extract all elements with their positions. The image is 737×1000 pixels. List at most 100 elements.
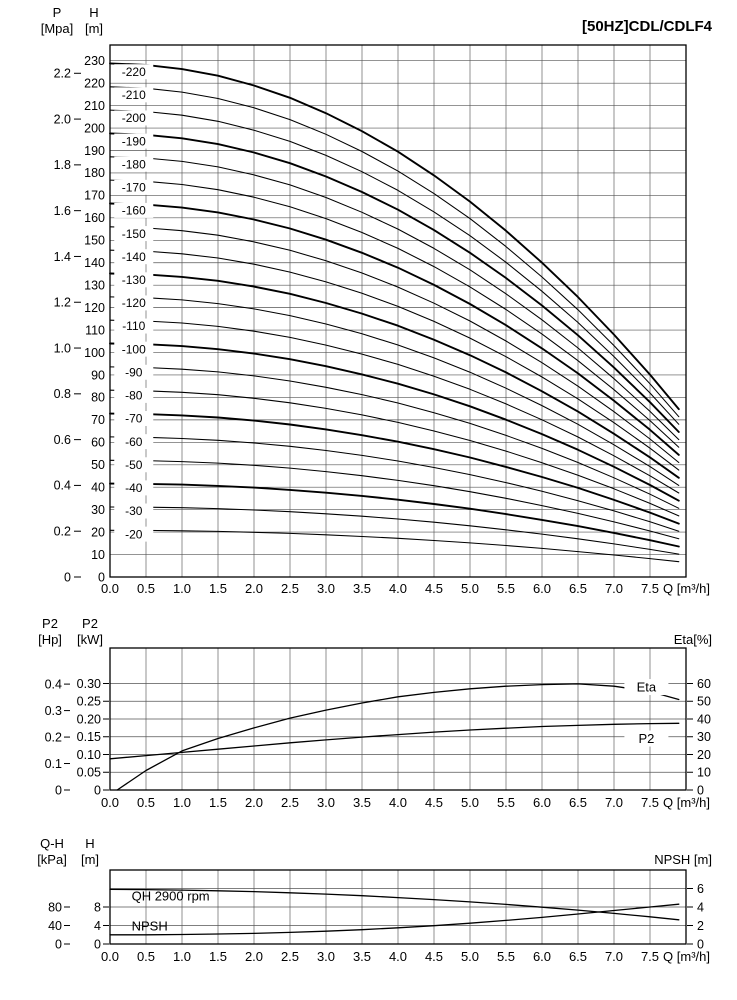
x-tick-label: 1.5: [209, 581, 227, 596]
axis-tick-label: 210: [84, 99, 105, 113]
x-tick-label: 5.0: [461, 795, 479, 810]
curve--20: [109, 529, 680, 563]
hp-axis-title: P2: [42, 616, 58, 631]
curve-label-bg: [114, 295, 154, 311]
curve-QH-2900-rpm: [109, 888, 680, 921]
series-label: P2: [638, 731, 654, 746]
x-tick-label: 7.5: [641, 795, 659, 810]
x-tick-label: 3.0: [317, 795, 335, 810]
axis-tick-label: 0.15: [77, 730, 101, 744]
x-tick-label: 4.5: [425, 581, 443, 596]
axis-tick-label: 10: [697, 766, 711, 780]
main-plot-group: 0 10 20 30 40 50 60 70 80 90 100 110 120 130 140 150 160…: [54, 44, 687, 596]
curve-label: -120: [122, 296, 146, 310]
axis-tick-label: 40: [91, 481, 105, 495]
x-tick-label: 5.0: [461, 581, 479, 596]
axis-tick-label: 0.05: [77, 766, 101, 780]
axis-tick-label: 140: [84, 256, 105, 270]
x-tick-label: 5.0: [461, 949, 479, 964]
curve--100: [109, 342, 680, 502]
x-tick-label: 6.5: [569, 795, 587, 810]
curve-label: -160: [122, 204, 146, 218]
curve--40: [109, 482, 680, 548]
x-tick-label: 1.5: [209, 795, 227, 810]
curve-label-bg: [114, 133, 154, 149]
curve-label: -50: [125, 458, 143, 472]
curve--120: [109, 296, 680, 486]
x-tick-label: 1.0: [173, 581, 191, 596]
axis-tick-label: 200: [84, 121, 105, 135]
axis-tick-label: 160: [84, 211, 105, 225]
axis-tick-label: 0.2: [45, 730, 62, 744]
axis-tick-label: 30: [91, 503, 105, 517]
curve-label-bg: [114, 364, 154, 380]
axis-tick-label: 90: [91, 368, 105, 382]
series-label: Eta: [637, 680, 657, 695]
axis-tick-label: 2: [697, 919, 704, 933]
x-tick-label: 3.5: [353, 581, 371, 596]
curve-label: -200: [122, 111, 146, 125]
axis-tick-label: 0: [94, 937, 101, 951]
q-axis-label: Q [m³/h]: [663, 795, 710, 810]
curve-label-bg: [114, 64, 154, 80]
axis-tick-label: 170: [84, 189, 105, 203]
curve--90: [109, 366, 680, 509]
curve--30: [109, 506, 680, 555]
axis-tick-label: 0: [55, 783, 62, 797]
curve-label-bg: [114, 226, 154, 242]
x-tick-label: 0.0: [101, 949, 119, 964]
axis-tick-label: 20: [697, 748, 711, 762]
pump-performance-sheet: P [Mpa] H [m] [50HZ]CDL/CDLF4 Q [m³/h] 0…: [37, 5, 712, 964]
x-tick-label: 2.5: [281, 949, 299, 964]
q-axis-label: Q [m³/h]: [663, 949, 710, 964]
axis-tick-label: 130: [84, 278, 105, 292]
curve-label: -60: [125, 435, 143, 449]
power-eta-chart: P2 [Hp] P2 [kW] Eta[%] Q [m³/h] 00.10.20…: [38, 616, 712, 810]
x-tick-label: 3.0: [317, 949, 335, 964]
curve-label: -100: [122, 342, 146, 356]
axis-tick-label: 120: [84, 301, 105, 315]
x-tick-label: 7.5: [641, 581, 659, 596]
axis-tick-label: 190: [84, 144, 105, 158]
p-axis-title: P: [53, 5, 62, 20]
curve-label-bg: [114, 110, 154, 126]
axis-tick-label: 180: [84, 166, 105, 180]
curve-label: -30: [125, 504, 143, 518]
x-tick-label: 4.0: [389, 949, 407, 964]
curve--150: [109, 226, 680, 464]
x-tick-label: 0.5: [137, 795, 155, 810]
x-tick-label: 6.5: [569, 949, 587, 964]
axis-tick-label: 150: [84, 234, 105, 248]
x-tick-label: 1.0: [173, 949, 191, 964]
x-tick-label: 5.5: [497, 795, 515, 810]
m-axis-title: H: [85, 836, 94, 851]
axis-tick-label: 0: [697, 937, 704, 951]
curve-label-bg: [114, 480, 154, 496]
axis-tick-label: 110: [85, 323, 105, 337]
eta-axis-title: Eta[%]: [674, 632, 712, 647]
axis-tick-label: 0: [697, 783, 704, 797]
axis-tick-label: 0.20: [77, 712, 101, 726]
x-tick-label: 6.0: [533, 949, 551, 964]
curve-label: -180: [122, 157, 146, 171]
curve--110: [109, 319, 680, 494]
curve--190: [109, 132, 680, 433]
x-tick-label: 2.0: [245, 581, 263, 596]
kpa-axis-unit: [kPa]: [37, 852, 67, 867]
axis-tick-label: 0: [94, 783, 101, 797]
x-tick-label: 2.5: [281, 581, 299, 596]
curve-label-bg: [114, 457, 154, 473]
x-tick-label: 0.0: [101, 795, 119, 810]
curve-label: -140: [122, 250, 146, 264]
x-tick-label: 6.0: [533, 795, 551, 810]
curve-label-bg: [114, 526, 154, 542]
x-tick-label: 1.0: [173, 795, 191, 810]
power-plot-group: 0 0.1 0.2 0.3 0.4 0 0.05 0.10 0.15 0.20 0.25 0.30 0 1…: [45, 647, 711, 810]
x-tick-label: 4.5: [425, 949, 443, 964]
m-axis-unit: [m]: [81, 852, 99, 867]
curve-label-bg: [114, 318, 154, 334]
axis-tick-label: 6: [697, 882, 704, 896]
npsh-axis-title: NPSH [m]: [654, 852, 712, 867]
x-tick-label: 0.5: [137, 949, 155, 964]
